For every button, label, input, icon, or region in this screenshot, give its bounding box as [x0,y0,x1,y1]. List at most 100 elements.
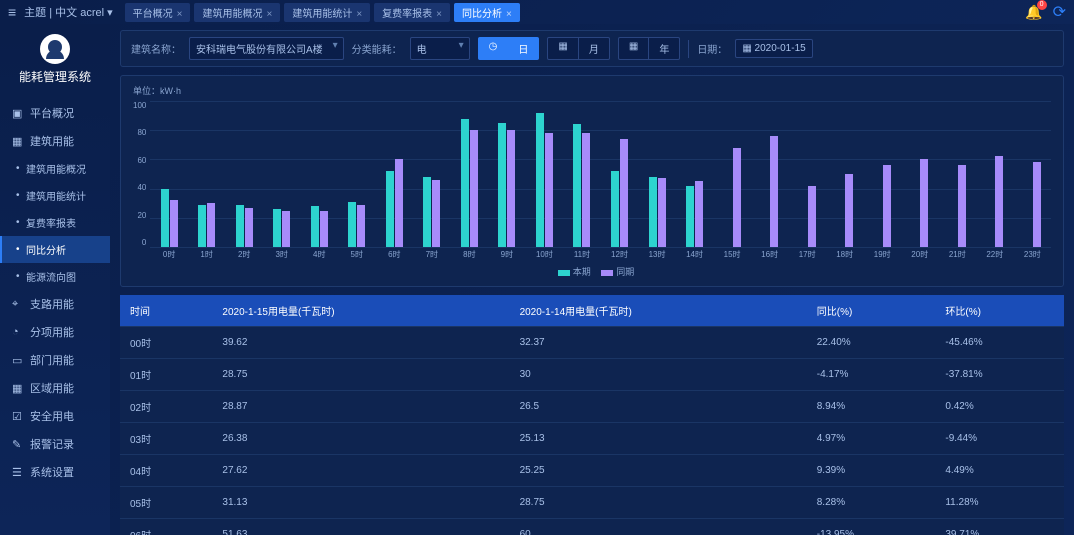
sidebar-item[interactable]: ▦区域用能 [0,374,110,402]
bar-group [300,101,338,247]
bell-icon[interactable]: 🔔0 [1025,4,1042,21]
table-header: 时间2020-1-15用电量(千瓦时)2020-1-14用电量(千瓦时)同比(%… [120,295,1064,327]
x-tick: 16时 [751,249,789,261]
menu-label: 系统设置 [30,464,74,480]
bar-group [488,101,526,247]
x-tick: 8时 [451,249,489,261]
sidebar-item[interactable]: ☰系统设置 [0,458,110,486]
bar-prev [920,159,928,247]
bar-current [311,206,319,247]
sidebar-sub-item[interactable]: 复费率报表 [0,209,110,236]
sidebar-item[interactable]: ⌖支路用能 [0,290,110,318]
year-button[interactable]: 年 [649,37,680,60]
bar-current [236,205,244,247]
table-cell: 60 [510,519,807,535]
cal-year-icon[interactable]: ▦ [618,37,649,60]
clock-button[interactable]: ◷ [478,37,509,60]
chart-area: 100806040200 0时1时2时3时4时5时6时7时8时9时10时11时1… [133,101,1051,261]
column-header: 环比(%) [935,295,1064,327]
sidebar-sub-item[interactable]: 建筑用能统计 [0,182,110,209]
month-group: ▦ 月 [547,37,609,60]
bar-current [386,171,394,247]
menu-label: 复费率报表 [26,215,76,230]
sidebar: 能耗管理系统 ▣平台概况▦建筑用能建筑用能概况建筑用能统计复费率报表同比分析能源… [0,24,110,535]
menu-icon: ▦ [12,382,24,395]
menu-label: 平台概况 [30,105,74,121]
sidebar-item[interactable]: ✎报警记录 [0,430,110,458]
y-tick: 100 [133,101,146,110]
x-tick: 14时 [676,249,714,261]
table-cell: 39.62 [212,327,509,359]
sidebar-sub-item[interactable]: 建筑用能概况 [0,155,110,182]
sidebar-item[interactable]: ▭部门用能 [0,346,110,374]
building-select[interactable]: 安科瑞电气股份有限公司A楼 [189,37,344,60]
hamburger-icon[interactable]: ≡ [8,4,16,20]
menu-label: 安全用电 [30,408,74,424]
x-tick: 20时 [901,249,939,261]
bar-prev [1033,162,1041,247]
bar-prev [245,208,253,247]
sidebar-sub-item[interactable]: 同比分析 [0,236,110,263]
tab[interactable]: 复费率报表× [374,3,450,22]
bar-group [563,101,601,247]
x-tick: 11时 [563,249,601,261]
bar-group [826,101,864,247]
sidebar-item[interactable]: ☑安全用电 [0,402,110,430]
cal-month-icon[interactable]: ▦ [547,37,578,60]
x-tick: 7时 [413,249,451,261]
column-header: 时间 [120,295,212,327]
x-tick: 10时 [526,249,564,261]
divider [688,40,689,58]
bar-prev [695,181,703,247]
menu-label: 建筑用能概况 [26,161,86,176]
bar-group [863,101,901,247]
table-cell: 22.40% [807,327,936,359]
main: 建筑名称： 安科瑞电气股份有限公司A楼 分类能耗： 电 ◷ 日 ▦ 月 ▦ 年 … [110,24,1074,535]
refresh-icon[interactable]: ⟳ [1053,2,1066,22]
table-cell: 04时 [120,455,212,487]
bar-group [451,101,489,247]
day-button[interactable]: 日 [508,37,539,60]
bar-prev [883,165,891,247]
date-value: 2020-01-15 [755,43,806,54]
legend-swatch-prev [601,270,613,276]
bar-current [423,177,431,247]
theme-label[interactable]: 主题 [24,7,46,19]
date-input[interactable]: ▦ 2020-01-15 [735,39,812,58]
legend-swatch-current [558,270,570,276]
clock-icon: ◷ [489,41,498,52]
month-button[interactable]: 月 [579,37,610,60]
menu-label: 建筑用能统计 [26,188,86,203]
close-icon[interactable]: × [356,9,362,20]
top-labels: 主题 | 中文 acrel ▾ [24,4,112,20]
menu-label: 部门用能 [30,352,74,368]
table-cell: 9.39% [807,455,936,487]
x-tick: 9时 [488,249,526,261]
y-tick: 80 [133,128,146,137]
sidebar-item[interactable]: ◔分项用能 [0,318,110,346]
close-icon[interactable]: × [266,9,272,20]
legend-prev: 同期 [616,267,634,277]
tab[interactable]: 平台概况× [125,3,191,22]
close-icon[interactable]: × [177,9,183,20]
sidebar-item[interactable]: ▦建筑用能 [0,127,110,155]
bar-prev [845,174,853,247]
menu-label: 分项用能 [30,324,74,340]
sidebar-sub-item[interactable]: 能源流向图 [0,263,110,290]
tab[interactable]: 建筑用能统计× [284,3,370,22]
user-label[interactable]: acrel ▾ [80,7,112,19]
bar-prev [470,130,478,247]
bar-prev [507,130,515,247]
lang-label[interactable]: 中文 [55,7,77,19]
close-icon[interactable]: × [506,9,512,20]
bar-current [161,189,169,247]
bar-group [526,101,564,247]
type-select[interactable]: 电 [410,37,470,60]
tab[interactable]: 建筑用能概况× [194,3,280,22]
sidebar-item[interactable]: ▣平台概况 [0,99,110,127]
tab[interactable]: 同比分析× [454,3,520,22]
bar-current [686,186,694,247]
bar-group [976,101,1014,247]
close-icon[interactable]: × [436,9,442,20]
bar-prev [357,205,365,247]
